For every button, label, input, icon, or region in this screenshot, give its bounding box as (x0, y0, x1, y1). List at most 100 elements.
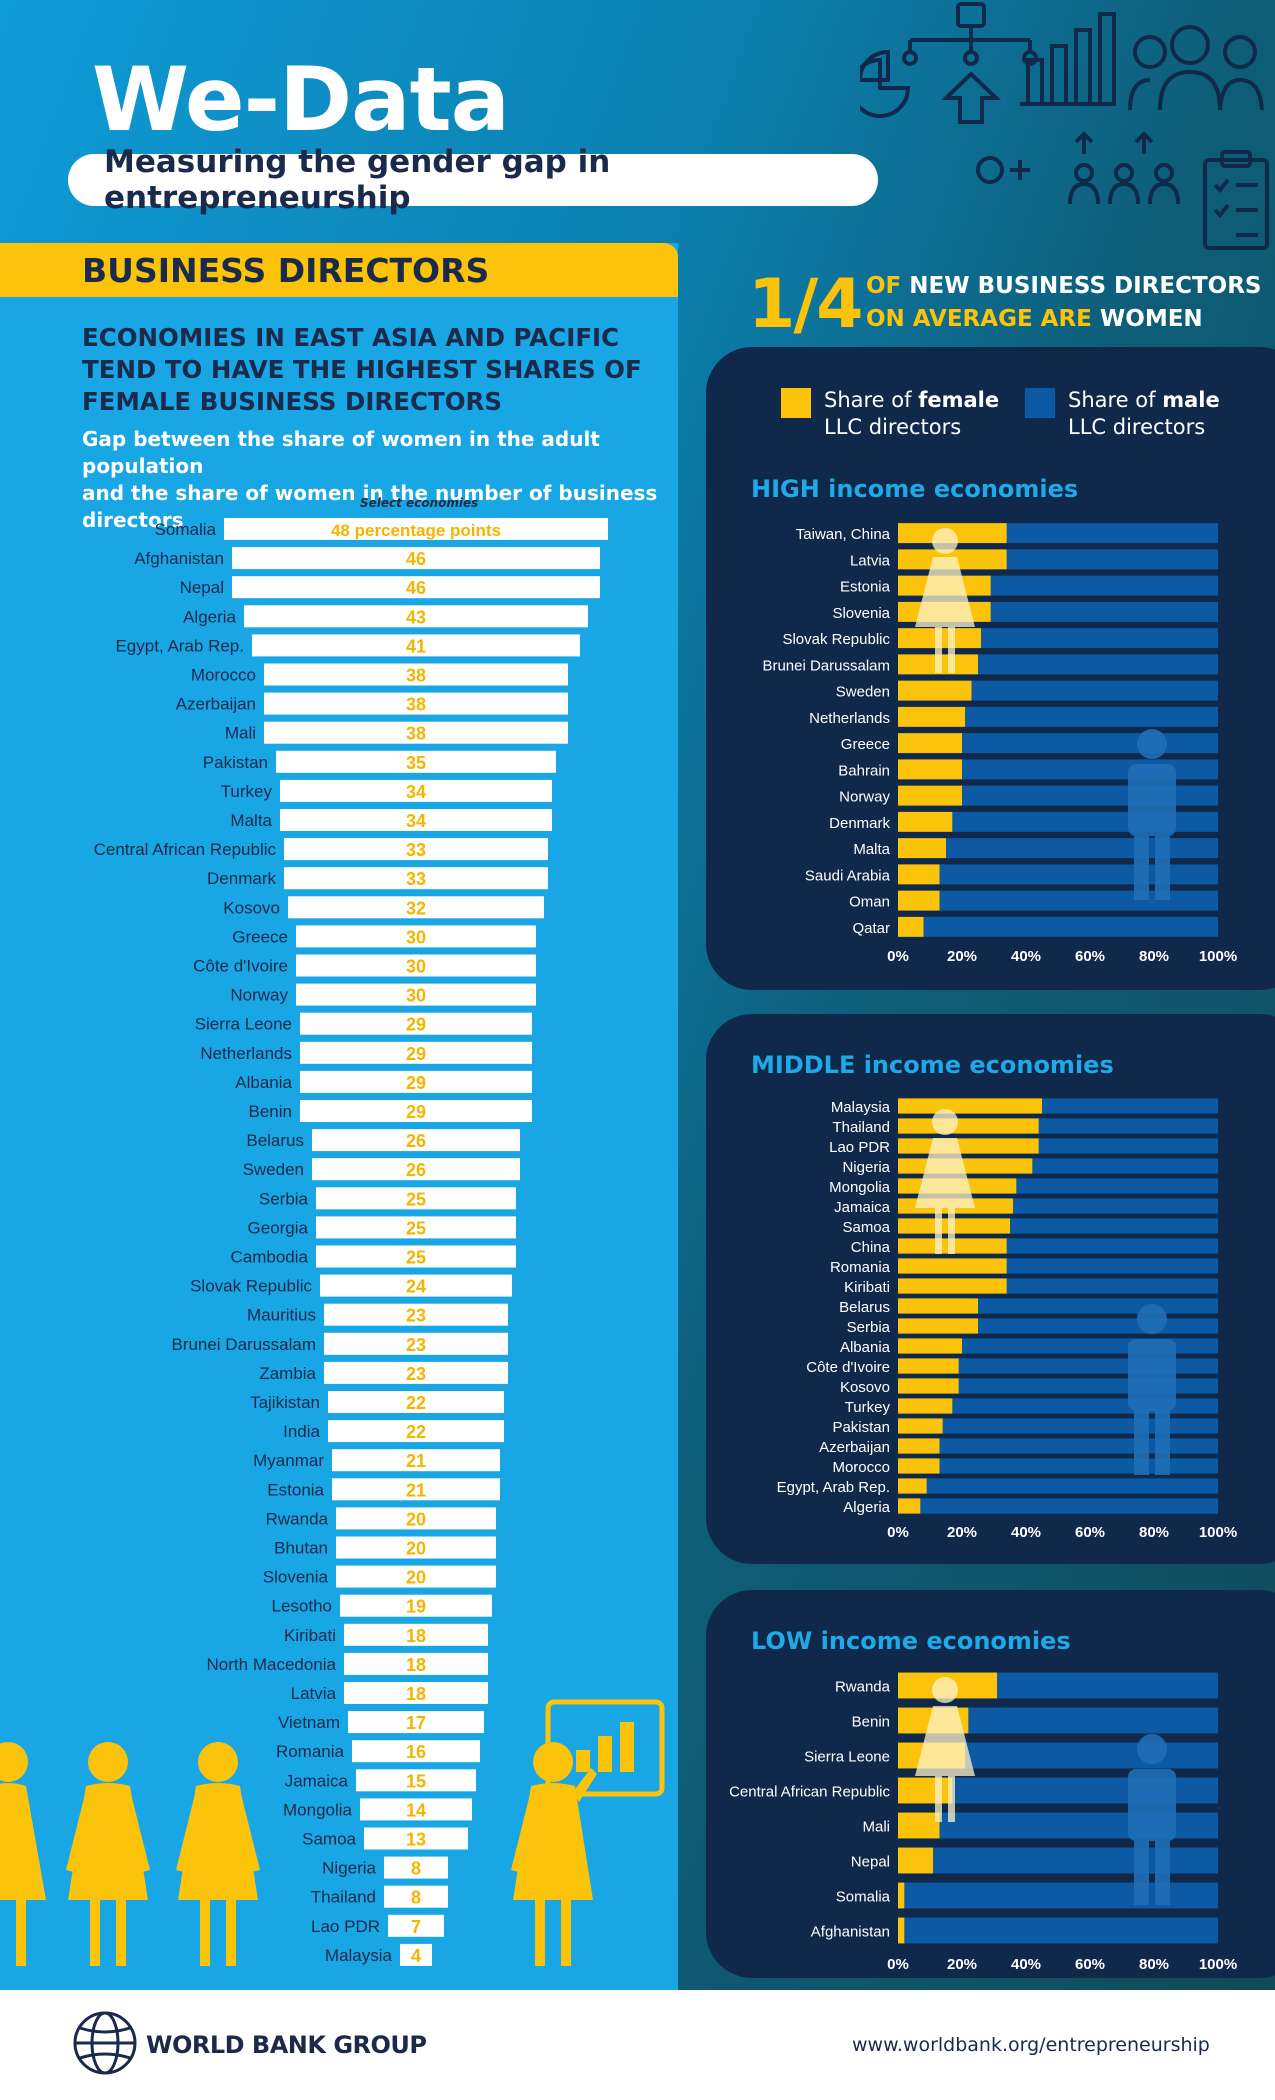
gap-country-label: Morocco (191, 666, 256, 685)
country-label: Slovak Republic (782, 631, 890, 648)
middle-income-title: MIDDLE income economies (751, 1051, 1114, 1079)
country-label: Sweden (836, 684, 890, 701)
arrow-up-icon (941, 71, 1001, 124)
male-bar (990, 601, 1218, 622)
gap-value-label: 18 (406, 1655, 426, 1675)
gap-bar (244, 605, 588, 628)
gap-bar (324, 1361, 508, 1384)
gap-bar (348, 1711, 484, 1734)
gap-bar (336, 1536, 496, 1559)
gap-value-label: 34 (406, 782, 426, 802)
gap-bar (300, 1012, 532, 1035)
male-bar (1006, 523, 1218, 544)
male-bar (1013, 1198, 1218, 1214)
gap-value-label: 29 (406, 1015, 426, 1035)
x-tick-label: 100% (1199, 1524, 1237, 1541)
legend-female-swatch (781, 388, 811, 418)
male-bar (962, 1338, 1218, 1354)
country-label: Rwanda (835, 1679, 891, 1696)
gap-country-label: Estonia (267, 1480, 324, 1499)
gap-country-label: Kiribati (284, 1626, 336, 1645)
male-bar (965, 1742, 1218, 1769)
country-label: Qatar (852, 920, 890, 937)
gap-bar (288, 896, 544, 919)
female-bar (898, 1438, 940, 1454)
male-bar (965, 706, 1218, 727)
gap-country-label: Mali (225, 724, 256, 743)
gap-value-label: 19 (406, 1597, 426, 1617)
gap-value-label: 13 (406, 1830, 426, 1850)
gap-country-label: Myanmar (253, 1451, 324, 1470)
male-bar (962, 759, 1218, 780)
x-tick-label: 100% (1199, 948, 1237, 965)
male-bar (1032, 1158, 1218, 1174)
country-label: Lao PDR (829, 1139, 890, 1156)
gap-bar (284, 838, 548, 861)
male-bar (962, 733, 1218, 754)
gap-country-label: Afghanistan (134, 549, 224, 568)
gap-value-label: 46 (406, 549, 426, 569)
gap-bar (300, 1100, 532, 1122)
gap-country-label: Mongolia (283, 1800, 353, 1819)
gap-country-label: Albania (235, 1073, 292, 1092)
gap-bar (324, 1303, 508, 1326)
country-label: Samoa (842, 1219, 890, 1236)
high-income-title: HIGH income economies (751, 475, 1079, 503)
footer-url[interactable]: www.worldbank.org/entrepreneurship (852, 2034, 1210, 2056)
gap-country-label: Vietnam (278, 1713, 340, 1732)
country-label: Thailand (832, 1119, 890, 1136)
gap-bar (264, 663, 568, 686)
gap-value-label: 38 (406, 666, 426, 686)
headline-line: TEND TO HAVE THE HIGHEST SHARES OF (82, 355, 642, 384)
gap-bar (224, 518, 608, 540)
gap-country-label: Lao PDR (311, 1917, 380, 1936)
gap-bar (232, 547, 600, 570)
female-bar (898, 1478, 927, 1494)
x-tick-label: 40% (1011, 1524, 1041, 1541)
female-bar (898, 1298, 978, 1314)
male-bar (1016, 1178, 1218, 1194)
gap-bar (280, 779, 552, 802)
gap-country-label: Samoa (302, 1830, 356, 1849)
gap-bar (384, 1885, 448, 1908)
gap-value-label: 25 (406, 1248, 426, 1268)
country-label: Nepal (851, 1854, 890, 1871)
country-label: Azerbaijan (819, 1439, 890, 1456)
description-line: and the share of women in the number of … (82, 481, 658, 532)
gap-country-label: India (283, 1422, 320, 1441)
male-bar (939, 1812, 1218, 1839)
gap-bar (284, 867, 548, 890)
gap-bar-chart: 48 percentage points Somalia 46 Afghanistan… (0, 518, 665, 1966)
gap-bar (252, 634, 580, 657)
gap-bar (344, 1652, 488, 1675)
male-bar (1006, 549, 1218, 570)
gap-value-label: 21 (406, 1480, 426, 1500)
male-bar (962, 785, 1218, 806)
x-tick-label: 60% (1075, 1956, 1105, 1973)
clipboard-icon (1203, 150, 1269, 250)
female-bar (898, 1258, 1007, 1274)
gap-value-label: 8 (411, 1888, 421, 1908)
gap-bar (276, 750, 556, 773)
gap-bar (332, 1449, 500, 1472)
gap-country-label: Sweden (243, 1160, 304, 1179)
gap-value-label: 22 (406, 1393, 426, 1413)
gap-bar (312, 1158, 520, 1181)
gap-bar (364, 1827, 468, 1850)
male-bar (978, 654, 1218, 675)
gap-bar (296, 925, 536, 948)
gap-bar (344, 1623, 488, 1646)
female-bar (898, 733, 962, 754)
male-bar (1006, 1238, 1218, 1254)
male-bar (942, 1418, 1218, 1434)
woman-presenter-icon (511, 1742, 597, 1966)
gap-value-label: 30 (406, 957, 426, 977)
female-bar (898, 1498, 921, 1514)
x-tick-label: 60% (1075, 948, 1105, 965)
x-tick-label: 60% (1075, 1524, 1105, 1541)
country-label: Oman (849, 894, 890, 911)
male-bar (1006, 1258, 1218, 1274)
gap-bar (232, 576, 600, 599)
stat-number: 1/4 (748, 265, 863, 344)
gap-country-label: Denmark (207, 869, 276, 888)
